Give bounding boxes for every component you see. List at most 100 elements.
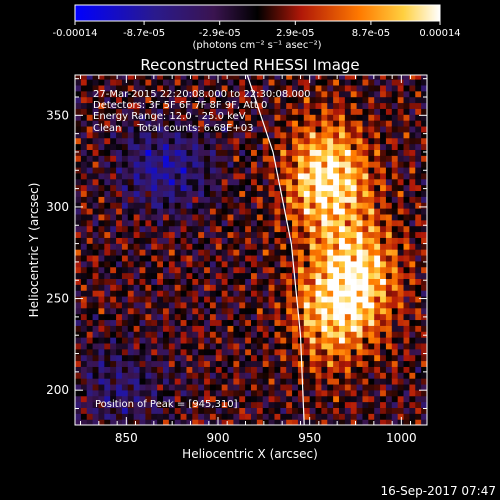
- heatmap-cell: [274, 301, 281, 309]
- heatmap-cell: [110, 389, 117, 397]
- heatmap-cell: [344, 114, 352, 121]
- heatmap-cell: [421, 389, 427, 397]
- heatmap-cell: [209, 348, 217, 356]
- heatmap-cell: [350, 413, 358, 420]
- heatmap-cell: [385, 178, 393, 186]
- heatmap-cell: [227, 231, 234, 238]
- heatmap-cell: [403, 243, 410, 250]
- heatmap-cell: [198, 172, 205, 180]
- heatmap-cell: [356, 354, 364, 362]
- heatmap-cell: [274, 219, 281, 227]
- heatmap-cell: [168, 331, 176, 338]
- heatmap-cell: [251, 354, 258, 362]
- heatmap-cell: [327, 319, 334, 326]
- heatmap-cell: [321, 407, 328, 414]
- heatmap-cell: [421, 196, 427, 203]
- heatmap-cell: [397, 254, 405, 262]
- heatmap-cell: [274, 125, 281, 133]
- heatmap-cell: [163, 155, 170, 162]
- heatmap-cell: [344, 319, 352, 326]
- heatmap-cell: [374, 172, 381, 180]
- heatmap-cell: [403, 419, 410, 425]
- heatmap-cell: [104, 190, 111, 197]
- heatmap-cell: [333, 348, 340, 356]
- heatmap-cell: [339, 307, 346, 315]
- heatmap-cell: [198, 389, 205, 397]
- heatmap-cell: [368, 254, 375, 262]
- heatmap-cell: [233, 184, 240, 192]
- heatmap-cell: [280, 196, 287, 203]
- heatmap-cell: [374, 231, 381, 238]
- heatmap-cell: [362, 190, 369, 197]
- heatmap-cell: [256, 243, 264, 250]
- heatmap-cell: [139, 190, 146, 197]
- heatmap-cell: [133, 213, 141, 221]
- heatmap-cell: [116, 378, 123, 385]
- heatmap-cell: [145, 178, 152, 186]
- heatmap-cell: [192, 196, 199, 203]
- heatmap-cell: [362, 196, 369, 203]
- heatmap-cell: [297, 413, 305, 420]
- heatmap-cell: [116, 301, 123, 309]
- heatmap-cell: [421, 149, 427, 156]
- heatmap-cell: [215, 313, 223, 321]
- heatmap-cell: [233, 272, 240, 279]
- heatmap-cell: [186, 184, 193, 192]
- heatmap-cell: [86, 337, 94, 344]
- heatmap-cell: [116, 231, 123, 238]
- heatmap-cell: [98, 213, 105, 221]
- heatmap-cell: [380, 348, 387, 356]
- heatmap-cell: [221, 143, 229, 150]
- heatmap-cell: [209, 108, 217, 115]
- heatmap-cell: [362, 313, 369, 321]
- heatmap-cell: [98, 202, 105, 209]
- heatmap-cell: [86, 407, 94, 414]
- heatmap-cell: [397, 260, 405, 268]
- heatmap-cell: [380, 75, 387, 80]
- heatmap-cell: [133, 243, 141, 250]
- heatmap-cell: [86, 108, 94, 115]
- heatmap-cell: [139, 114, 146, 121]
- heatmap-cell: [186, 278, 193, 285]
- heatmap-cell: [292, 90, 299, 98]
- heatmap-cell: [116, 307, 123, 315]
- heatmap-cell: [315, 407, 322, 414]
- heatmap-cell: [286, 366, 293, 373]
- heatmap-cell: [186, 75, 193, 80]
- heatmap-cell: [233, 161, 240, 168]
- heatmap-cell: [280, 155, 287, 162]
- heatmap-cell: [192, 131, 199, 139]
- heatmap-cell: [339, 372, 346, 379]
- heatmap-cell: [121, 149, 129, 156]
- heatmap-cell: [380, 360, 387, 367]
- heatmap-cell: [80, 161, 88, 168]
- heatmap-cell: [168, 90, 176, 98]
- heatmap-cell: [356, 249, 364, 256]
- heatmap-cell: [104, 290, 111, 297]
- heatmap-cell: [286, 295, 293, 303]
- heatmap-cell: [415, 114, 422, 121]
- heatmap-cell: [403, 178, 410, 186]
- heatmap-cell: [421, 395, 427, 403]
- heatmap-cell: [309, 96, 317, 104]
- heatmap-cell: [233, 202, 240, 209]
- heatmap-cell: [75, 120, 82, 127]
- heatmap-cell: [368, 378, 375, 385]
- heatmap-cell: [104, 395, 111, 403]
- heatmap-cell: [321, 108, 328, 115]
- heatmap-cell: [385, 313, 393, 321]
- heatmap-cell: [204, 243, 211, 250]
- heatmap-cell: [368, 278, 375, 285]
- heatmap-cell: [239, 372, 246, 379]
- heatmap-cell: [157, 295, 164, 303]
- heatmap-cell: [145, 254, 152, 262]
- heatmap-cell: [339, 354, 346, 362]
- heatmap-cell: [92, 395, 100, 403]
- heatmap-cell: [86, 125, 94, 133]
- heatmap-cell: [409, 90, 416, 98]
- heatmap-cell: [274, 143, 281, 150]
- heatmap-cell: [204, 342, 211, 350]
- heatmap-cell: [116, 313, 123, 321]
- heatmap-cell: [204, 102, 211, 109]
- heatmap-cell: [110, 372, 117, 379]
